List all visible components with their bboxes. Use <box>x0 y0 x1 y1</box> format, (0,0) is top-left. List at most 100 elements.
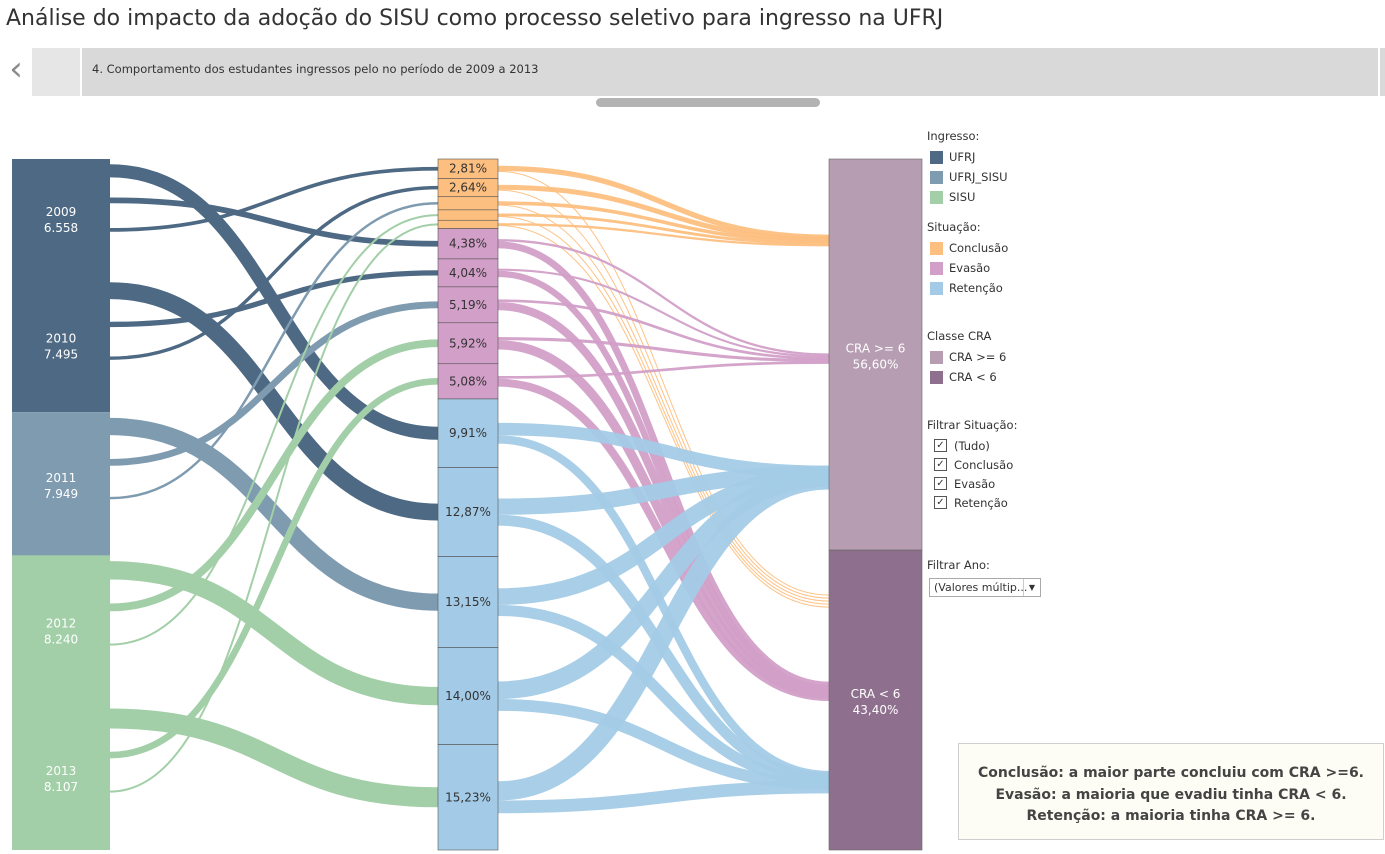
year-label: 2011 <box>46 471 77 485</box>
legend-item-sisu[interactable]: SISU <box>927 187 1008 207</box>
story-scroll-edge <box>1380 48 1385 96</box>
flows-situacao-to-cra <box>497 165 830 814</box>
situacao-node-label: 5,92% <box>449 336 487 350</box>
flow-2009-conclusao <box>109 166 439 232</box>
filter-ano-value: (Valores múltip... <box>934 581 1028 594</box>
legend-item-evasao[interactable]: Evasão <box>927 258 1008 278</box>
legend-item-cra-lt6[interactable]: CRA < 6 <box>927 367 1006 387</box>
caret-down-icon[interactable]: ▼ <box>1023 579 1040 596</box>
flow-2013-evasao <box>109 378 439 759</box>
filter-situacao-option[interactable]: ✓ Retenção <box>927 493 1017 512</box>
flow-conclusao-2010-cra-ge6 <box>497 184 830 242</box>
year-label: 2009 <box>46 205 77 219</box>
filter-situacao-options: ✓ (Tudo) ✓ Conclusão ✓ Evasão ✓ Retenção <box>927 436 1017 512</box>
legend-swatch <box>930 370 943 384</box>
sankey-chart: 2009 6.558 2010 7.495 2011 7.949 2012 8.240 2013… <box>12 158 923 851</box>
flow-2013-retencao <box>109 708 439 808</box>
situacao-node-evasao-2012 <box>437 322 499 365</box>
situacao-node-label: 13,15% <box>445 595 491 609</box>
ingresso-bar-ufrj-sisu <box>12 412 110 556</box>
cra-node-label: 56,60% <box>853 358 899 372</box>
legend-cra-items: CRA >= 6 CRA < 6 <box>927 347 1006 387</box>
legend-situacao: Situação: Conclusão Evasão Retenção <box>927 220 1008 298</box>
flow-evasao-2012-cra-ge6 <box>497 337 830 363</box>
story-back-button[interactable]: ‹ <box>4 52 28 88</box>
flow-conclusao-2011-cra-ge6 <box>497 201 830 244</box>
filter-ano-title: Filtrar Ano: <box>927 558 990 572</box>
checkbox-icon[interactable]: ✓ <box>934 477 947 490</box>
story-point-previous[interactable] <box>32 48 80 96</box>
flow-evasao-2012-cra-lt6 <box>497 340 830 699</box>
situacao-node-label: 2,81% <box>449 162 487 176</box>
legend-label: UFRJ <box>949 150 976 164</box>
flow-evasao-2013-cra-ge6 <box>497 361 830 379</box>
flow-2010-conclusao <box>109 185 439 360</box>
cra-node-label: 43,40% <box>853 703 899 717</box>
flows-year-to-situacao <box>109 164 439 808</box>
filter-option-label: Retenção <box>954 495 1008 510</box>
situacao-node-label: 5,08% <box>449 374 487 388</box>
chevron-left-icon: ‹ <box>9 49 23 89</box>
legend-item-conclusao[interactable]: Conclusão <box>927 238 1008 258</box>
year-count-label: 7.949 <box>44 487 78 501</box>
year-label: 2013 <box>46 764 77 778</box>
legend-item-ufrj-sisu[interactable]: UFRJ_SISU <box>927 167 1008 187</box>
checkbox-icon[interactable]: ✓ <box>934 439 947 452</box>
legend-swatch <box>930 150 943 164</box>
legend-cra-title: Classe CRA <box>927 329 992 343</box>
story-point-caption: 4. Comportamento dos estudantes ingresso… <box>92 62 539 76</box>
flow-conclusao-2013-cra-lt6 <box>497 225 830 608</box>
filter-ano: Filtrar Ano: <box>927 558 990 576</box>
flow-2009-evasao <box>109 197 439 247</box>
legend-item-retencao[interactable]: Retenção <box>927 278 1008 298</box>
legend-swatch <box>930 281 943 295</box>
flow-evasao-2010-cra-ge6 <box>497 268 830 358</box>
situacao-node-evasao-2010 <box>437 258 499 288</box>
situacao-node-retencao-2013 <box>437 744 499 851</box>
flow-2009-retencao <box>109 164 439 440</box>
legend-swatch <box>930 261 943 275</box>
situacao-node-label: 15,23% <box>445 790 491 804</box>
story-scrollbar-thumb[interactable] <box>596 98 820 107</box>
filter-situacao-option[interactable]: ✓ Conclusão <box>927 455 1017 474</box>
situacao-node-label: 4,38% <box>449 237 487 251</box>
insight-note-line: Evasão: a maioria que evadiu tinha CRA <… <box>995 786 1347 803</box>
filter-situacao-option[interactable]: ✓ (Tudo) <box>927 436 1017 455</box>
story-navigator: ‹ 4. Comportamento dos estudantes ingres… <box>0 46 1385 98</box>
situacao-node-label: 2,64% <box>449 181 487 195</box>
legend-label: CRA >= 6 <box>949 350 1007 364</box>
flow-2012-retencao <box>109 561 439 706</box>
legend-cra: Classe CRA CRA >= 6 CRA < 6 <box>927 329 1006 387</box>
ingresso-bar-sisu <box>12 555 110 850</box>
filter-situacao-option[interactable]: ✓ Evasão <box>927 474 1017 493</box>
situacao-node-conclusao-2012 <box>437 209 499 221</box>
year-label: 2010 <box>46 332 77 346</box>
legend-label: Retenção <box>949 281 1003 295</box>
legend-situacao-title: Situação: <box>927 220 981 234</box>
flow-retencao-2011-cra-lt6 <box>497 604 830 787</box>
year-count-label: 8.107 <box>44 780 78 794</box>
flow-retencao-2009-cra-lt6 <box>497 435 830 780</box>
checkbox-icon[interactable]: ✓ <box>934 496 947 509</box>
legend-ingresso-items: UFRJ UFRJ_SISU SISU <box>927 147 1008 207</box>
checkbox-icon[interactable]: ✓ <box>934 458 947 471</box>
cra-node-name: CRA < 6 <box>851 687 901 701</box>
year-label: 2012 <box>46 617 77 631</box>
situacao-node-label: 12,87% <box>445 505 491 519</box>
filter-option-label: (Tudo) <box>954 438 990 453</box>
year-count-label: 8.240 <box>44 633 78 647</box>
story-point-current[interactable]: 4. Comportamento dos estudantes ingresso… <box>82 48 1378 96</box>
ingresso-bar-ufrj <box>12 159 110 413</box>
flow-conclusao-2010-cra-lt6 <box>497 189 830 599</box>
flow-2011-conclusao <box>109 202 439 500</box>
situacao-node-label: 14,00% <box>445 689 491 703</box>
cra-node-cra-ge6 <box>828 158 923 551</box>
legend-item-cra-ge6[interactable]: CRA >= 6 <box>927 347 1006 367</box>
filter-ano-select[interactable]: (Valores múltip... ▼ <box>929 578 1041 597</box>
insight-note-line: Retenção: a maioria tinha CRA >= 6. <box>1026 808 1316 824</box>
legend-ingresso: Ingresso: UFRJ UFRJ_SISU SISU <box>927 129 1008 207</box>
flow-evasao-2009-cra-lt6 <box>497 241 830 689</box>
flow-retencao-2012-cra-lt6 <box>497 699 830 790</box>
legend-label: CRA < 6 <box>949 370 997 384</box>
legend-item-ufrj[interactable]: UFRJ <box>927 147 1008 167</box>
